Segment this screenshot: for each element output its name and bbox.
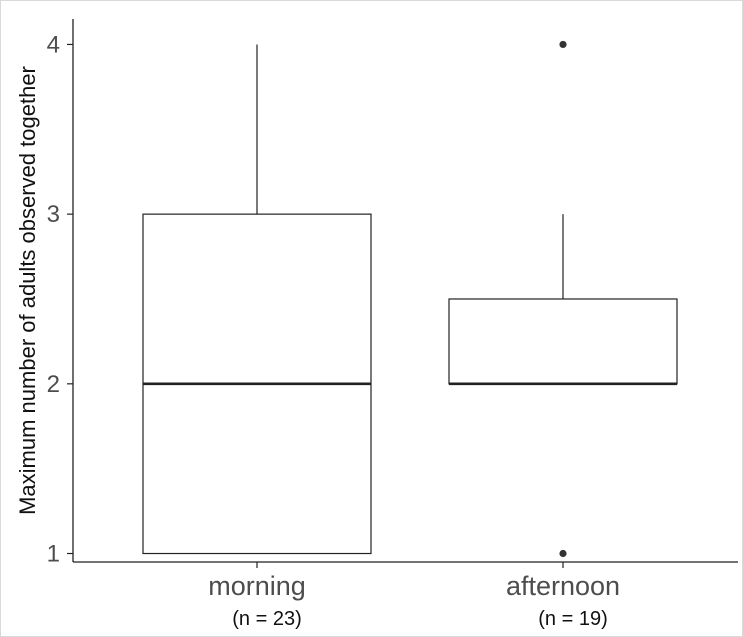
box-afternoon xyxy=(448,40,678,558)
labels-layer: 1 2 3 4 Maximum number of adults observed to… xyxy=(15,31,620,630)
box-morning xyxy=(142,44,372,555)
y-tick-label: 4 xyxy=(47,31,60,58)
x-tick-label: morning xyxy=(208,571,306,601)
box-rect xyxy=(448,298,678,385)
y-axis-label: Maximum number of adults observed togeth… xyxy=(15,66,40,515)
axes-layer xyxy=(67,19,738,568)
y-tick-label: 2 xyxy=(47,371,60,398)
outlier-point xyxy=(559,40,567,49)
outlier-point xyxy=(559,549,567,558)
x-tick-sublabel: (n = 19) xyxy=(538,608,607,630)
y-tick-label: 3 xyxy=(47,201,60,228)
boxes-layer xyxy=(142,40,678,558)
y-tick-label: 1 xyxy=(47,541,60,568)
x-tick-sublabel: (n = 23) xyxy=(232,608,301,630)
x-tick-label: afternoon xyxy=(506,571,620,601)
